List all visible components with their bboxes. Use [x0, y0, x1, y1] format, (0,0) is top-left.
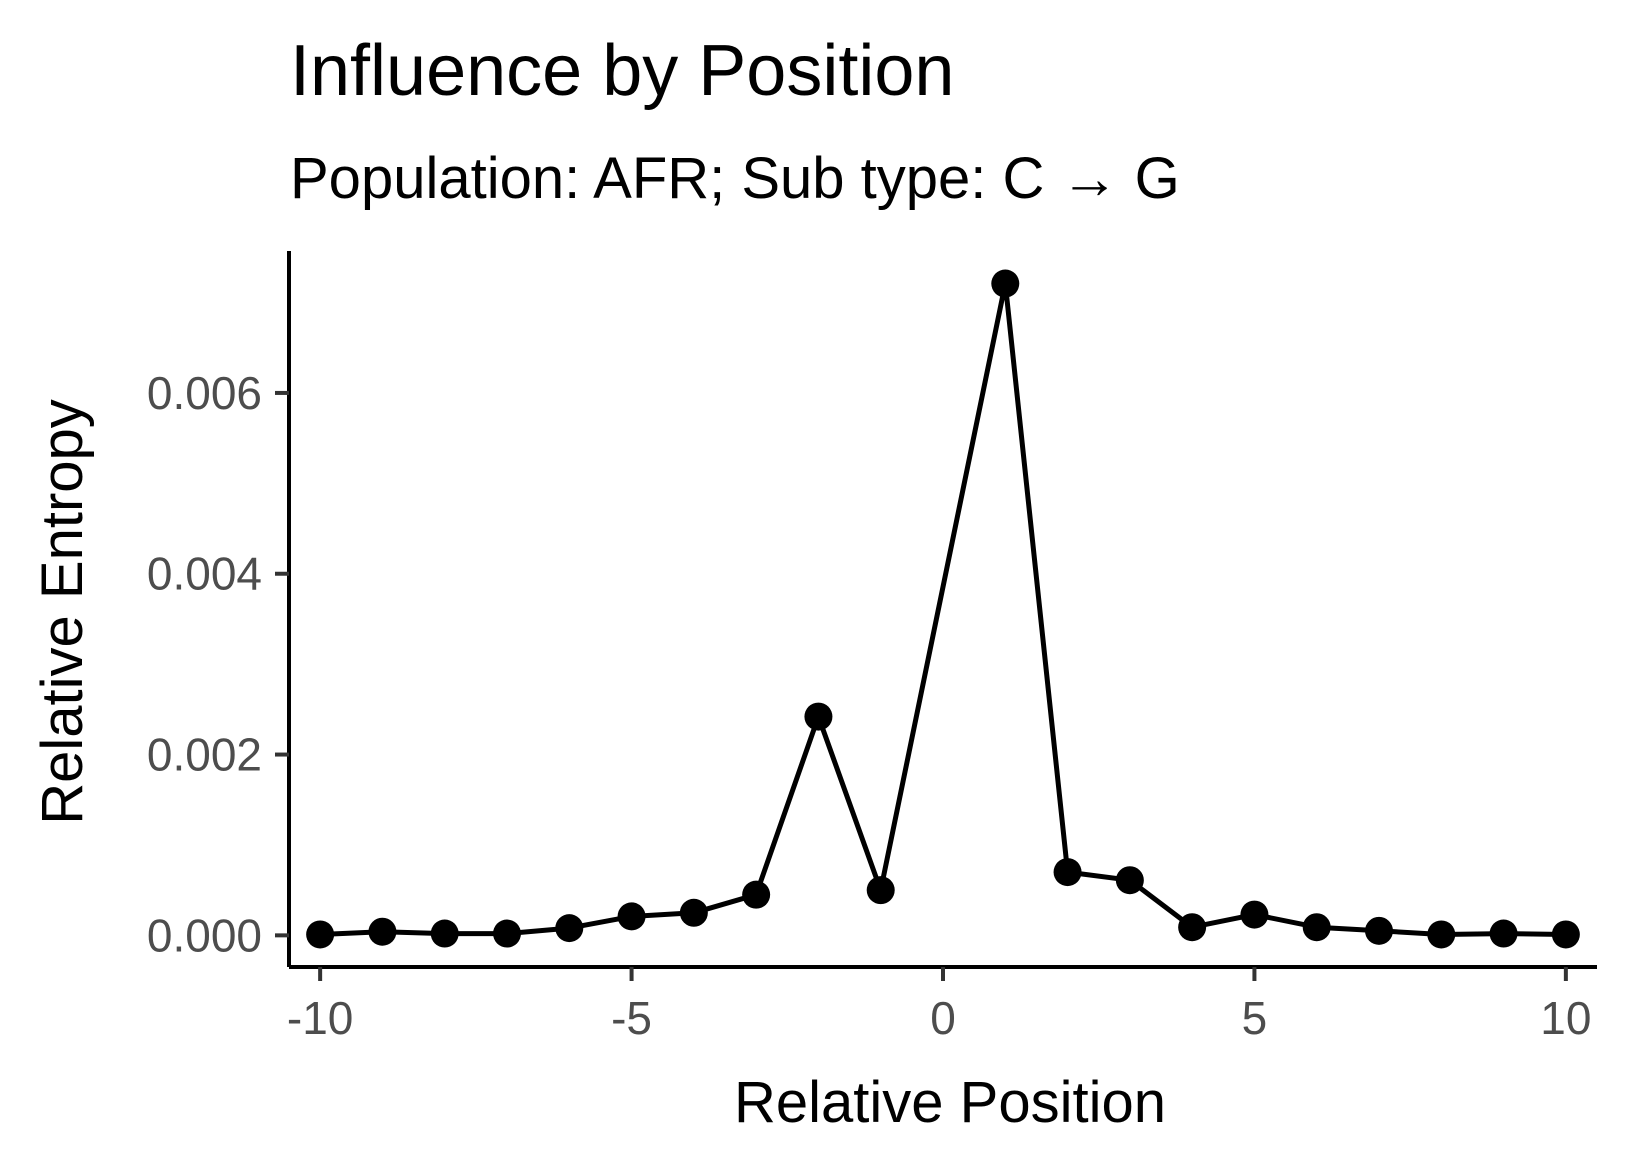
chart-subtitle: Population: AFR; Sub type: C → G — [290, 146, 1180, 211]
data-point — [1178, 913, 1207, 942]
data-point — [1115, 866, 1144, 895]
y-tick-label: 0.002 — [147, 729, 262, 781]
chart-title: Influence by Position — [290, 31, 954, 111]
x-tick-label: 0 — [930, 992, 956, 1044]
y-tick-label: 0.006 — [147, 367, 262, 419]
data-point — [1240, 900, 1269, 929]
x-tick-label: 10 — [1540, 992, 1591, 1044]
data-series — [306, 269, 1580, 949]
data-point — [804, 702, 833, 731]
y-axis: 0.000 0.002 0.004 0.006 — [147, 251, 291, 967]
x-axis: -10 -5 0 5 10 — [287, 965, 1597, 1044]
data-point — [493, 919, 521, 948]
data-point — [1365, 916, 1393, 945]
x-tick-label: -10 — [287, 992, 353, 1044]
data-point — [1302, 913, 1331, 942]
data-point — [679, 898, 708, 927]
data-point — [1427, 920, 1456, 949]
data-point — [1551, 920, 1580, 949]
series-line — [319, 281, 1566, 937]
x-axis-title: Relative Position — [734, 1070, 1166, 1135]
y-axis-title: Relative Entropy — [30, 399, 95, 825]
data-point — [742, 880, 771, 909]
x-tick-label: 5 — [1242, 992, 1268, 1044]
data-point — [866, 876, 895, 905]
data-point — [430, 919, 459, 948]
data-point — [306, 920, 335, 949]
y-tick-label: 0.004 — [147, 548, 262, 600]
data-point — [991, 269, 1020, 298]
y-tick-label: 0.000 — [147, 909, 262, 961]
data-point — [617, 902, 646, 931]
data-point — [1489, 919, 1518, 948]
x-tick-label: -5 — [611, 992, 652, 1044]
data-point — [368, 917, 397, 946]
data-point — [555, 914, 584, 943]
data-point — [1053, 858, 1082, 887]
